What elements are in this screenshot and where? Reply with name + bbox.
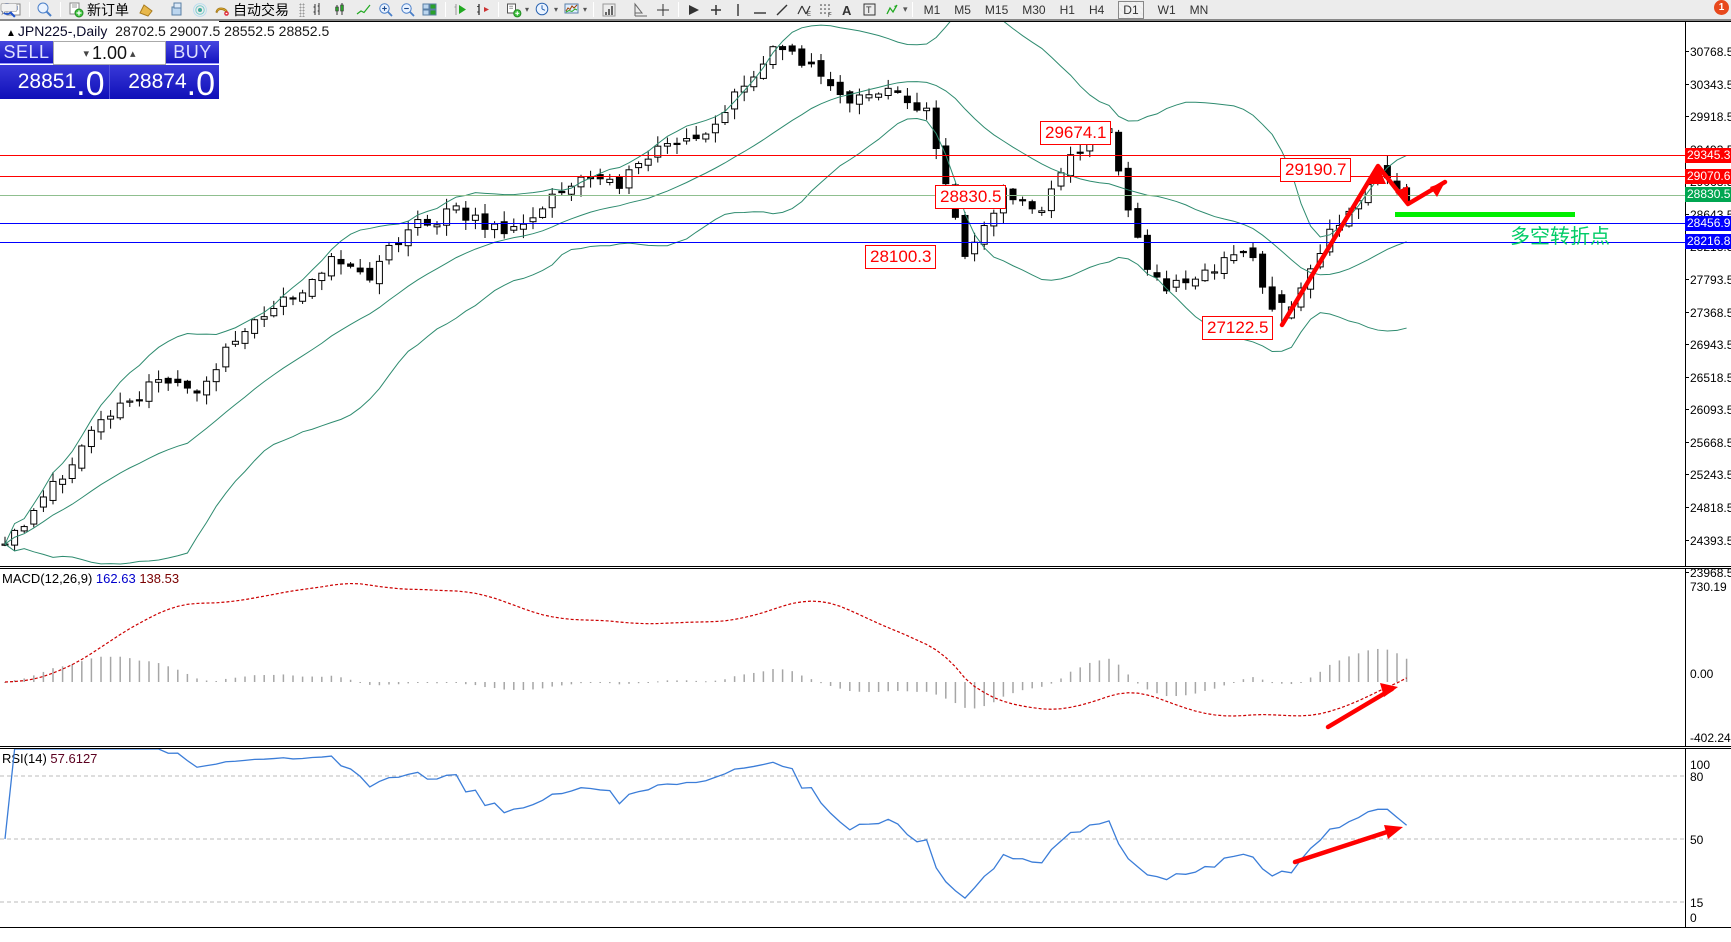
svg-text:F: F	[828, 13, 832, 18]
svg-text:T: T	[866, 5, 872, 15]
svg-text:A: A	[842, 3, 852, 18]
svg-text:E: E	[807, 12, 811, 18]
